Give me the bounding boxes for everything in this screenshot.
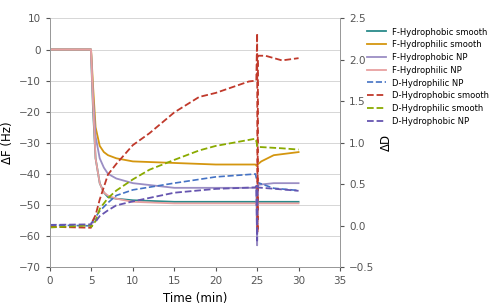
X-axis label: Time (min): Time (min) xyxy=(163,292,227,305)
Y-axis label: ΔD: ΔD xyxy=(380,134,393,151)
Legend: F-Hydrophobic smooth, F-Hydrophilic smooth, F-Hydrophobic NP, F-Hydrophilic NP, : F-Hydrophobic smooth, F-Hydrophilic smoo… xyxy=(368,28,490,126)
Y-axis label: ΔF (Hz): ΔF (Hz) xyxy=(0,122,14,164)
